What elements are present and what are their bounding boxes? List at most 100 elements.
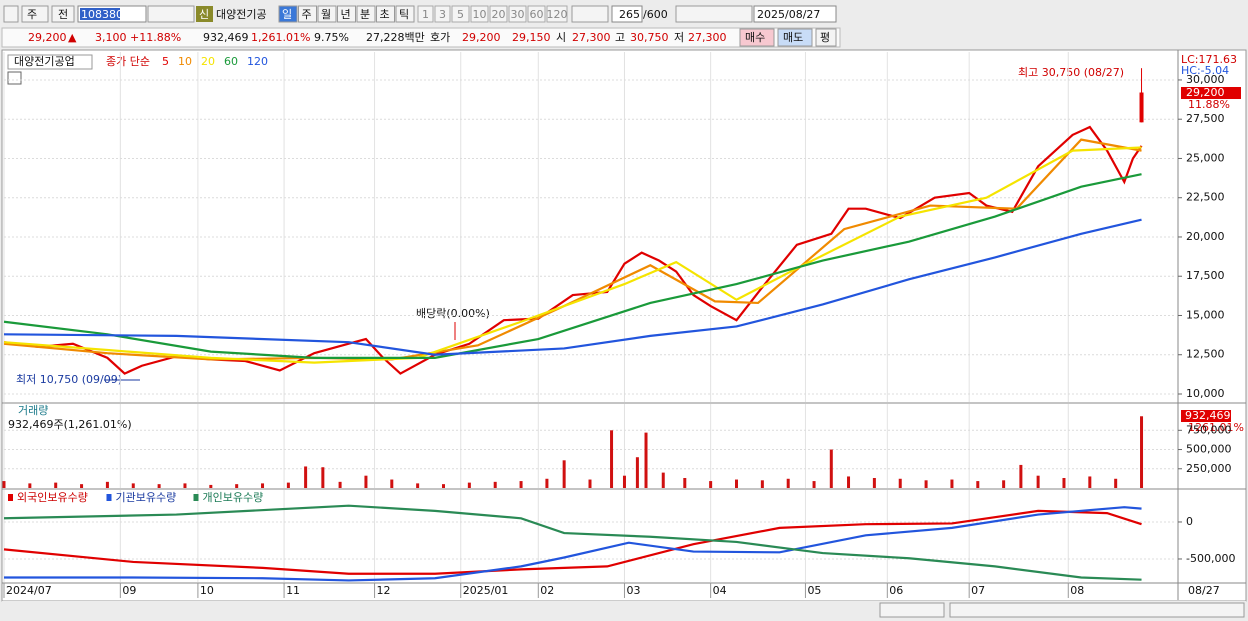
new-badge[interactable]	[196, 6, 213, 22]
y-tick-label: 27,500	[1186, 112, 1225, 125]
last-rate: 11.88%	[1188, 98, 1230, 111]
volume-bar	[131, 483, 135, 488]
buy-button[interactable]	[739, 28, 775, 47]
volume-bar	[562, 460, 566, 488]
x-tick-label: 09	[122, 584, 136, 597]
bid: 29,150	[512, 31, 551, 44]
interval: 60	[530, 8, 544, 21]
volume-bar	[390, 479, 394, 488]
avg: 평	[820, 31, 830, 44]
interval-button[interactable]	[417, 5, 434, 23]
series-line	[3, 146, 1142, 364]
volume-bar	[924, 480, 928, 488]
legend-entry: 120	[247, 55, 268, 68]
interval-button[interactable]	[508, 5, 527, 23]
volume-bar	[683, 478, 687, 488]
scope-select[interactable]	[51, 5, 75, 23]
volume-bar	[442, 484, 445, 488]
count: 265	[619, 8, 640, 21]
date-input[interactable]	[753, 5, 837, 23]
zoom-controls[interactable]	[949, 602, 1245, 618]
volume-bar	[1002, 480, 1006, 488]
interval-button[interactable]	[470, 5, 489, 23]
volume-bar	[829, 449, 833, 488]
last-date: 08/27	[1188, 584, 1220, 597]
period-button[interactable]	[356, 5, 376, 23]
interval: 5	[457, 8, 464, 21]
series-line	[3, 509, 1142, 575]
volume-bar	[157, 484, 161, 488]
volume-bar	[493, 481, 497, 488]
interval-button[interactable]	[434, 5, 451, 23]
interval: 20	[492, 8, 506, 21]
volume-bar	[519, 481, 523, 488]
y-tick-label: 10,000	[1186, 387, 1225, 400]
dropdown[interactable]	[571, 5, 609, 23]
table-icon[interactable]	[7, 71, 22, 85]
volume-bar	[1140, 416, 1144, 488]
volume-bar	[760, 480, 764, 488]
period: 년	[341, 8, 351, 21]
volume-bar	[622, 475, 626, 488]
period-button[interactable]	[376, 5, 395, 23]
interval-button[interactable]	[451, 5, 470, 23]
last-volume-box	[1181, 410, 1231, 422]
interval-button[interactable]	[546, 5, 568, 23]
volume-subtitle: 932,469주(1,261.01%)	[8, 418, 132, 431]
y-tick-label: 30,000	[1186, 73, 1225, 86]
buy: 매수	[745, 31, 765, 44]
period-button[interactable]	[278, 5, 298, 23]
interval: 10	[473, 8, 487, 21]
y-tick-label: 0	[1186, 515, 1193, 528]
series-line	[3, 218, 1142, 356]
volume-bar	[2, 481, 6, 488]
period-button[interactable]	[395, 5, 415, 23]
sell-button[interactable]	[777, 28, 813, 47]
menu-icon[interactable]	[3, 5, 19, 23]
volume-bar	[661, 472, 665, 488]
y-tick-label: 12,500	[1186, 348, 1225, 361]
volume-bar	[847, 476, 851, 488]
count-input[interactable]	[611, 5, 643, 23]
high: 30,750	[630, 31, 669, 44]
x-tick-label: 06	[889, 584, 903, 597]
interval: 1	[422, 8, 429, 21]
last-volume: 932,469	[1185, 409, 1231, 422]
x-tick-label: 05	[807, 584, 821, 597]
volume-bar	[321, 467, 325, 488]
volume-title: 거래량	[18, 404, 48, 417]
search-icons[interactable]	[147, 5, 195, 23]
period-button[interactable]	[337, 5, 356, 23]
series-line	[3, 173, 1142, 359]
ask: 29,200	[462, 31, 501, 44]
legend-entry: 60	[224, 55, 238, 68]
volume-bar	[786, 478, 790, 488]
volume: 932,469	[203, 31, 249, 44]
volume-bar	[261, 483, 265, 488]
x-tick-label: 2024/07	[6, 584, 52, 597]
x-tick-label: 07	[971, 584, 985, 597]
x-tick-label: 2025/01	[463, 584, 509, 597]
market-select[interactable]	[21, 5, 49, 23]
tool-icons[interactable]	[675, 5, 753, 23]
y-tick-label: 250,000	[1186, 462, 1232, 475]
interval-button[interactable]	[527, 5, 546, 23]
period-button[interactable]	[298, 5, 317, 23]
nav-buttons[interactable]	[879, 602, 945, 618]
x-tick-label: 10	[200, 584, 214, 597]
chart-title: 대양전기공업	[14, 55, 75, 68]
volume-bar	[467, 482, 471, 488]
change: 3,100	[95, 31, 127, 44]
quote-label: 호가	[430, 31, 450, 44]
series-line	[4, 506, 1142, 582]
interval-button[interactable]	[489, 5, 508, 23]
period: 초	[380, 8, 390, 21]
y-tick-label: 500,000	[1186, 443, 1232, 456]
avg-button[interactable]	[815, 28, 837, 47]
volume-bar	[1088, 476, 1092, 488]
period-button[interactable]	[317, 5, 337, 23]
interval: 120	[547, 8, 568, 21]
y-tick-label: 20,000	[1186, 230, 1225, 243]
x-tick-label: 03	[626, 584, 640, 597]
low: 27,300	[688, 31, 727, 44]
